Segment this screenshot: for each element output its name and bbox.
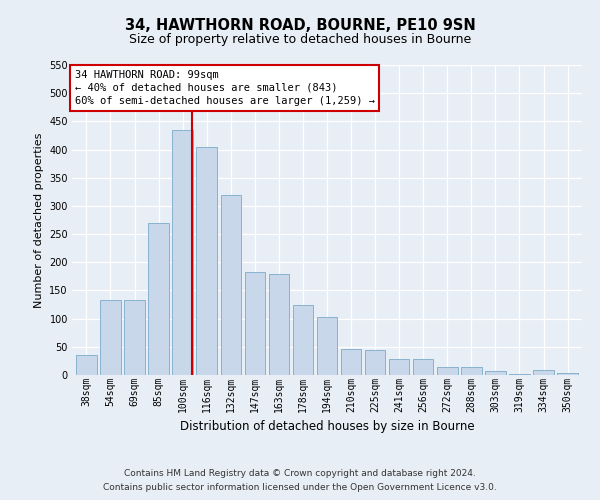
Bar (245, 272, 265, 375)
Text: Contains HM Land Registry data © Crown copyright and database right 2024.: Contains HM Land Registry data © Crown c… (124, 468, 476, 477)
Bar (221, 194, 241, 375)
Bar (509, 374, 530, 375)
Bar (389, 359, 409, 375)
Bar (461, 366, 482, 375)
Text: Contains public sector information licensed under the Open Government Licence v3: Contains public sector information licen… (103, 484, 497, 492)
Bar (269, 274, 289, 375)
Bar (341, 349, 361, 375)
X-axis label: Distribution of detached houses by size in Bourne: Distribution of detached houses by size … (179, 420, 475, 433)
Bar (533, 370, 554, 375)
Text: 34 HAWTHORN ROAD: 99sqm
← 40% of detached houses are smaller (843)
60% of semi-d: 34 HAWTHORN ROAD: 99sqm ← 40% of detache… (74, 70, 374, 106)
Bar (437, 366, 458, 375)
Bar (317, 317, 337, 375)
Bar (557, 372, 578, 375)
Bar (365, 350, 385, 375)
Bar (76, 356, 97, 375)
Bar (413, 359, 433, 375)
Bar (124, 300, 145, 375)
Bar (293, 304, 313, 375)
Bar (100, 300, 121, 375)
Bar (148, 223, 169, 375)
Bar (196, 146, 217, 375)
Text: 34, HAWTHORN ROAD, BOURNE, PE10 9SN: 34, HAWTHORN ROAD, BOURNE, PE10 9SN (125, 18, 475, 32)
Text: Size of property relative to detached houses in Bourne: Size of property relative to detached ho… (129, 32, 471, 46)
Bar (485, 371, 506, 375)
Y-axis label: Number of detached properties: Number of detached properties (34, 132, 44, 308)
Bar (172, 130, 193, 375)
